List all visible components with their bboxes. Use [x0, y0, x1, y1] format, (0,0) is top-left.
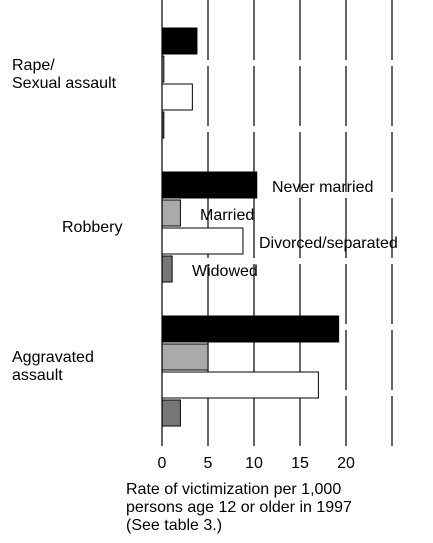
bar [161, 171, 258, 199]
x-axis-label: Rate of victimization per 1,000 persons a… [126, 481, 352, 534]
x-tick-label: 0 [158, 455, 167, 472]
category-label: Aggravated assault [12, 349, 94, 384]
bar [161, 227, 244, 255]
bar [161, 371, 319, 399]
bar [161, 199, 181, 227]
category-label: Rape/Sexual assault [12, 57, 117, 92]
bar [161, 399, 181, 427]
x-tick-label: 15 [291, 455, 309, 472]
x-tick-label: 10 [245, 455, 263, 472]
legend-label: Married [200, 207, 254, 224]
bar [161, 343, 209, 371]
bar [161, 27, 198, 55]
bar [161, 255, 173, 283]
category-label: Robbery [62, 219, 122, 236]
legend-label: Never married [272, 179, 373, 196]
x-tick-label: 20 [337, 455, 355, 472]
bar [161, 315, 340, 343]
x-tick-label: 5 [204, 455, 213, 472]
bar [161, 83, 193, 111]
legend-label: Widowed [192, 263, 258, 280]
legend-label: Divorced/separated [259, 235, 398, 252]
